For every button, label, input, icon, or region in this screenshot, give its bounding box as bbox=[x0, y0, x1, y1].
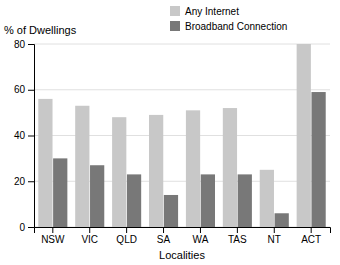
bar bbox=[297, 44, 311, 227]
tick-mark bbox=[28, 181, 34, 182]
bar bbox=[53, 158, 67, 227]
bar bbox=[149, 115, 163, 227]
tick-label: NSW bbox=[41, 234, 65, 245]
x-tick: TAS bbox=[228, 227, 247, 245]
bar bbox=[186, 110, 200, 227]
y-tick: 0 bbox=[19, 222, 34, 233]
x-tick: SA bbox=[157, 227, 171, 245]
tick-label: 80 bbox=[14, 39, 26, 50]
tick-mark bbox=[28, 227, 34, 228]
y-axis-title: % of Dwellings bbox=[4, 24, 77, 36]
tick-label: SA bbox=[157, 234, 171, 245]
y-tick: 20 bbox=[14, 176, 34, 187]
tick-mark bbox=[89, 227, 90, 233]
tick-mark bbox=[126, 227, 127, 233]
tick-label: WA bbox=[193, 234, 209, 245]
x-tick: QLD bbox=[116, 227, 137, 245]
bar bbox=[223, 108, 237, 227]
legend-swatch bbox=[170, 6, 180, 16]
bar bbox=[275, 213, 289, 227]
y-axis: 0 20 40 60 80 bbox=[14, 39, 35, 233]
x-axis-title: Localities bbox=[159, 249, 205, 261]
grid-line bbox=[34, 89, 330, 90]
tick-mark bbox=[274, 227, 275, 233]
bar bbox=[311, 92, 325, 227]
y-tick: 40 bbox=[14, 130, 34, 141]
bar bbox=[112, 117, 126, 227]
bar-series bbox=[38, 44, 311, 227]
tick-mark bbox=[52, 227, 53, 233]
x-tick: ACT bbox=[301, 227, 321, 245]
legend-item: Any Internet bbox=[170, 6, 239, 17]
bar-series bbox=[53, 92, 326, 227]
legend-label: Broadband Connection bbox=[185, 21, 287, 32]
tick-mark bbox=[237, 227, 238, 233]
bar bbox=[164, 195, 178, 227]
chart-svg: NSW VIC QLD SA WA TAS NT ACT 0 20 40 60 80 Localities… bbox=[0, 0, 340, 265]
legend: Any Internet Broadband Connection bbox=[170, 6, 287, 32]
tick-mark bbox=[311, 227, 312, 233]
x-tick: NT bbox=[268, 227, 281, 245]
y-tick: 80 bbox=[14, 39, 34, 50]
grid-line bbox=[34, 44, 330, 45]
legend-swatch bbox=[170, 21, 180, 31]
tick-label: 20 bbox=[14, 176, 26, 187]
legend-item: Broadband Connection bbox=[170, 21, 287, 32]
bars bbox=[38, 44, 325, 227]
bar bbox=[90, 165, 104, 227]
tick-label: VIC bbox=[81, 234, 98, 245]
tick-mark bbox=[28, 44, 34, 45]
tick-label: TAS bbox=[228, 234, 247, 245]
bar bbox=[201, 174, 215, 227]
bar bbox=[127, 174, 141, 227]
tick-mark bbox=[200, 227, 201, 233]
tick-label: QLD bbox=[116, 234, 137, 245]
bar bbox=[38, 99, 52, 227]
x-axis: NSW VIC QLD SA WA TAS NT ACT bbox=[35, 227, 331, 245]
bar bbox=[238, 174, 252, 227]
legend-label: Any Internet bbox=[185, 6, 239, 17]
tick-mark bbox=[163, 227, 164, 233]
axis-line bbox=[28, 45, 35, 228]
tick-label: 60 bbox=[14, 84, 26, 95]
x-tick: VIC bbox=[81, 227, 98, 245]
axis-line bbox=[35, 228, 331, 234]
tick-label: 40 bbox=[14, 130, 26, 141]
bar bbox=[75, 106, 89, 227]
x-tick: WA bbox=[193, 227, 209, 245]
grid bbox=[34, 44, 330, 227]
tick-mark bbox=[28, 136, 34, 137]
tick-label: 0 bbox=[19, 222, 25, 233]
x-tick: NSW bbox=[41, 227, 65, 245]
tick-label: NT bbox=[268, 234, 281, 245]
tick-label: ACT bbox=[301, 234, 321, 245]
tick-mark bbox=[28, 90, 34, 91]
bar bbox=[260, 170, 274, 227]
y-tick: 60 bbox=[14, 84, 34, 95]
chart-container: NSW VIC QLD SA WA TAS NT ACT 0 20 40 60 80 Localities… bbox=[0, 0, 340, 265]
